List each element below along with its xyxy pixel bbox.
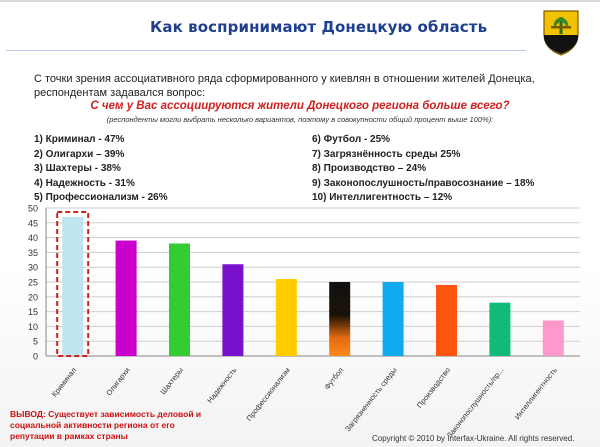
survey-note: (респонденты могли выбрать несколько вар… [106, 115, 494, 124]
list-item: 5) Профессионализм - 26% [34, 192, 168, 204]
results-list-right: 6) Футбол - 25% 7) Загрязнённость среды … [312, 133, 534, 206]
x-tick-label: Криминал [50, 366, 78, 399]
intro-line-2: респондентам задавался вопрос: [34, 87, 206, 99]
list-item: 1) Криминал - 47% [34, 134, 125, 145]
results-list-left: 1) Криминал - 47% 2) Олигархи – 39% 3) Ш… [34, 133, 168, 206]
conclusion-line-2: социальной активности региона от его [10, 420, 175, 430]
list-item: 10) Интеллигентность – 12% [312, 192, 453, 204]
y-tick-label: 35 [28, 248, 38, 258]
y-tick-label: 50 [28, 204, 38, 214]
x-tick-label: Надежность [205, 366, 238, 405]
conclusion-text: ВЫВОД: Существует зависимость деловой и … [10, 409, 230, 442]
x-tick-label: Интеллигентность [513, 366, 559, 422]
bar [489, 302, 511, 356]
x-tick-label: Профессионализм [245, 366, 292, 423]
list-item: 6) Футбол - 25% [312, 134, 391, 145]
bar [329, 282, 351, 356]
x-tick-label: Законопослушность/пр... [445, 366, 505, 440]
bar [382, 282, 404, 356]
list-item: 4) Надежность - 31% [34, 177, 135, 189]
y-tick-label: 40 [28, 233, 38, 243]
bar [222, 264, 244, 356]
list-item: 8) Производство – 24% [312, 163, 427, 175]
y-tick-label: 45 [28, 218, 38, 228]
bar [169, 243, 190, 356]
title-divider [6, 50, 526, 51]
top-border [0, 0, 600, 2]
list-item: 7) Загрязнённость среды 25% [312, 148, 461, 160]
page-title: Как воспринимают Донецкую область [150, 18, 488, 36]
y-tick-label: 15 [28, 307, 38, 317]
donetsk-coat-of-arms-icon [543, 10, 579, 56]
intro-line-1: С точки зрения ассоциативного ряда сформ… [34, 73, 535, 85]
y-tick-label: 30 [28, 263, 38, 273]
x-tick-label: Олигархи [104, 366, 131, 398]
x-tick-label: Футбол [322, 366, 345, 392]
conclusion-line-3: репутации в рамках страны [10, 431, 128, 441]
intro-text: С точки зрения ассоциативного ряда сформ… [34, 72, 564, 100]
list-item: 9) Законопослушность/правосознание – 18% [312, 177, 535, 189]
x-tick-label: Шахтеры [158, 366, 185, 397]
bar [542, 320, 564, 356]
bar [436, 284, 457, 356]
list-item: 3) Шахтеры - 38% [34, 163, 121, 175]
y-tick-label: 10 [28, 322, 38, 332]
x-tick-label: Загрязненность среды [343, 366, 399, 434]
y-tick-label: 20 [28, 292, 38, 302]
list-item: 2) Олигархи – 39% [34, 148, 125, 160]
bar [275, 279, 297, 356]
conclusion-line-1: ВЫВОД: Существует зависимость деловой и [10, 409, 202, 419]
x-tick-label: Производство [415, 366, 452, 410]
y-tick-label: 5 [33, 337, 38, 347]
copyright-notice: Copyright © 2010 by Interfax-Ukraine. Al… [372, 434, 575, 443]
bar [115, 240, 137, 356]
bar [62, 216, 84, 356]
y-tick-label: 0 [33, 352, 38, 362]
y-tick-label: 25 [28, 278, 38, 288]
survey-question: С чем у Вас ассоциируются жители Донецко… [90, 100, 510, 112]
